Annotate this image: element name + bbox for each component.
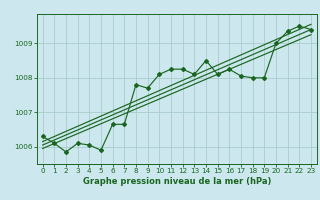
- X-axis label: Graphe pression niveau de la mer (hPa): Graphe pression niveau de la mer (hPa): [83, 177, 271, 186]
